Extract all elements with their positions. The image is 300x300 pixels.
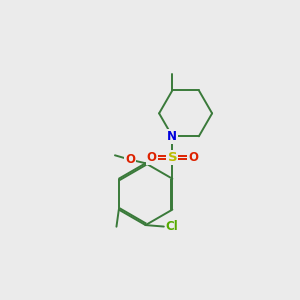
Text: N: N [167, 130, 177, 143]
Text: O: O [188, 151, 198, 164]
Text: S: S [167, 151, 177, 164]
Text: O: O [147, 151, 157, 164]
Text: O: O [125, 153, 135, 166]
Text: Cl: Cl [165, 220, 178, 233]
